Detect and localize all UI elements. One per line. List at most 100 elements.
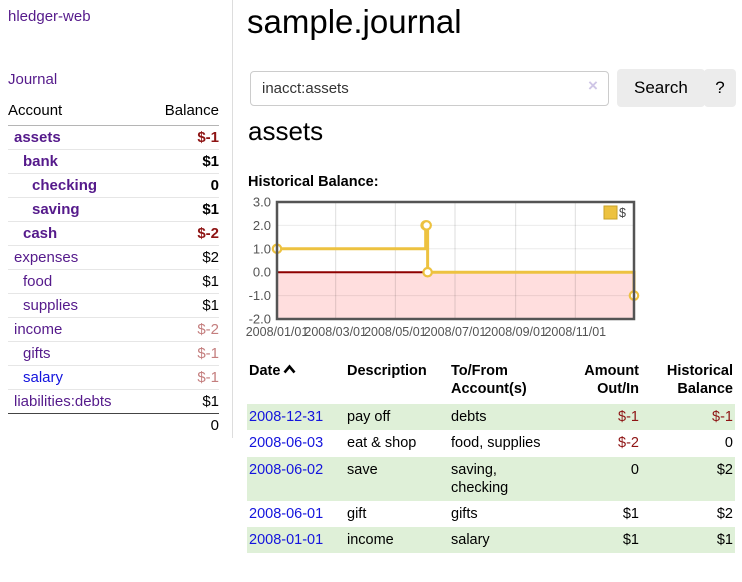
account-balance: $1: [146, 197, 219, 222]
transaction-amount: $1: [622, 531, 639, 548]
transaction-date-link[interactable]: 2008-06-02: [249, 461, 324, 478]
brand-link[interactable]: hledger-web: [8, 8, 91, 25]
register-body: 2008-12-31 pay off debts $-1 $-1 2008-06-03 ea…: [247, 404, 735, 553]
account-link-food[interactable]: food: [23, 273, 53, 290]
x-tick-label: 2008/01/01: [246, 325, 309, 339]
legend-swatch: [603, 205, 618, 220]
plot-border: [275, 200, 636, 321]
sidebar-item-journal[interactable]: Journal: [8, 71, 58, 88]
transaction-accounts: debts: [451, 409, 487, 426]
register-row: 2008-01-01 income salary $1 $1: [247, 526, 735, 553]
account-row: saving $1: [8, 197, 219, 222]
account-total-row: 0: [8, 413, 219, 437]
account-row: expenses $2: [8, 245, 219, 270]
account-link-liabilities-debts[interactable]: liabilities:debts: [14, 393, 112, 410]
register-row: 2008-06-01 gift gifts $1 $2: [247, 501, 735, 527]
account-balance: $-2: [146, 221, 219, 246]
search-button[interactable]: Search: [617, 69, 705, 107]
x-tick-label: 2008/11/01: [544, 325, 606, 339]
transaction-accounts: salary: [451, 531, 490, 548]
transaction-balance: $-1: [712, 409, 733, 426]
transaction-accounts: food, supplies: [451, 435, 541, 452]
y-tick-label: -2.0: [249, 312, 271, 327]
data-point: [421, 220, 432, 231]
account-balance: 0: [146, 173, 219, 198]
transaction-balance: $2: [716, 505, 733, 522]
column-header-accounts: To/From Account(s): [451, 363, 527, 398]
account-column-header: Account: [8, 98, 147, 126]
account-row: cash $-2: [8, 221, 219, 246]
transaction-description: pay off: [347, 409, 391, 426]
account-total-balance: 0: [146, 413, 219, 437]
account-row: income $-2: [8, 317, 219, 342]
transaction-date-link[interactable]: 2008-06-01: [249, 505, 324, 522]
transaction-amount: $1: [622, 505, 639, 522]
account-row: food $1: [8, 269, 219, 294]
column-header-description: Description: [347, 363, 427, 379]
account-link-expenses[interactable]: expenses: [14, 249, 79, 266]
transaction-balance: $1: [716, 531, 733, 548]
account-link-salary[interactable]: salary: [23, 369, 64, 386]
transaction-date-link[interactable]: 2008-01-01: [249, 531, 324, 548]
column-header-date: Date: [247, 360, 345, 404]
account-balance: $1: [146, 293, 219, 318]
legend-label: $: [619, 206, 626, 220]
clear-search-icon[interactable]: ×: [588, 76, 598, 95]
register-row: 2008-06-03 eat & shop food, supplies $-2 0: [247, 430, 735, 456]
account-link-assets[interactable]: assets: [14, 129, 61, 146]
negative-region: [277, 272, 634, 319]
account-row: checking 0: [8, 173, 219, 198]
register-header-row: Date Description To/From Account(s) Amou…: [247, 360, 735, 404]
x-tick-label: 2008/07/01: [424, 325, 487, 339]
account-tree: Account Balance assets $-1 bank $1 checking 0…: [8, 98, 219, 437]
account-link-gifts[interactable]: gifts: [23, 345, 51, 362]
register-row: 2008-06-02 save saving, checking 0 $2: [247, 456, 735, 501]
account-link-cash[interactable]: cash: [23, 225, 58, 242]
account-link-supplies[interactable]: supplies: [23, 297, 79, 314]
balance-column-header: Balance: [146, 98, 219, 126]
account-balance: $1: [146, 149, 219, 174]
column-header-balance: Historical Balance: [666, 363, 733, 398]
transaction-date-link[interactable]: 2008-12-31: [249, 409, 324, 426]
account-link-checking[interactable]: checking: [32, 177, 98, 194]
sort-ascending-icon: [283, 362, 296, 380]
historical-balance-chart[interactable]: $3.0 2.0 1.0 0.0 -1.0 -2.0 2008/01/01 2008/03/0…: [241, 195, 640, 340]
y-tick-label: -1.0: [249, 288, 271, 303]
account-balance: $-2: [146, 317, 219, 342]
account-total-spacer: [8, 413, 147, 437]
account-row: assets $-1: [8, 126, 219, 150]
sidebar: hledger-web Journal Account Balance asse…: [0, 0, 233, 438]
x-tick-label: 2008/03/01: [304, 325, 367, 339]
transaction-description: save: [347, 461, 378, 478]
data-point: [422, 266, 433, 278]
x-tick-label: 2008/05/01: [364, 325, 427, 339]
account-link-bank[interactable]: bank: [23, 153, 59, 170]
account-balance: $1: [146, 269, 219, 294]
column-header-amount: Amount Out/In: [584, 363, 639, 398]
y-tick-label: 1.0: [253, 241, 271, 256]
account-balance: $2: [146, 245, 219, 270]
account-balance: $-1: [146, 341, 219, 366]
transaction-amount: 0: [630, 461, 639, 478]
account-balance: $-1: [146, 365, 219, 390]
transaction-amount: $-2: [618, 435, 639, 452]
transaction-description: eat & shop: [347, 435, 417, 452]
transaction-balance: $2: [716, 461, 733, 478]
account-link-saving[interactable]: saving: [32, 201, 80, 218]
chart-title: Historical Balance:: [248, 174, 379, 190]
account-tree-body: assets $-1 bank $1 checking 0 saving $1 cash $-2 e…: [8, 126, 219, 414]
account-link-income[interactable]: income: [14, 321, 63, 338]
transaction-description: income: [347, 531, 394, 548]
x-tick-label: 2008/09/01: [484, 325, 547, 339]
account-row: gifts $-1: [8, 341, 219, 366]
account-page-title: assets: [248, 116, 324, 146]
account-row: salary $-1: [8, 365, 219, 390]
search-input[interactable]: [250, 71, 609, 106]
account-row: bank $1: [8, 149, 219, 174]
transaction-date-link[interactable]: 2008-06-03: [249, 435, 324, 452]
chart-canvas[interactable]: $3.0 2.0 1.0 0.0 -1.0 -2.02008/01/012008/03/0…: [241, 195, 640, 340]
y-tick-label: 3.0: [253, 196, 271, 210]
help-button[interactable]: ?: [704, 69, 736, 107]
page-title: sample.journal: [247, 3, 462, 40]
transaction-amount: $-1: [618, 409, 639, 426]
